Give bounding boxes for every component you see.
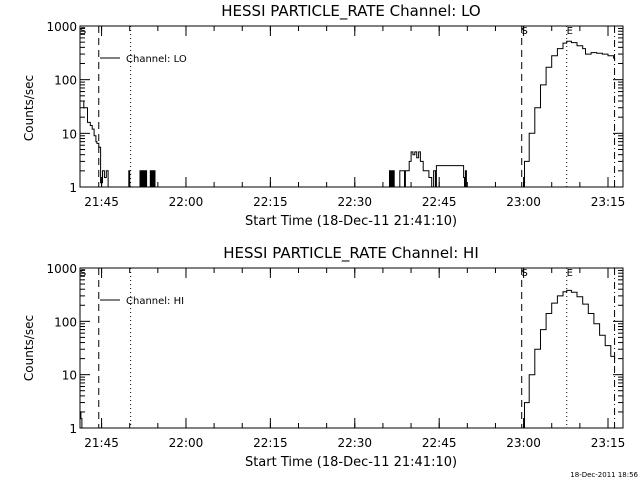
y-tick-label-hi: 100 [54, 315, 77, 329]
chart-title-hi: HESSI PARTICLE_RATE Channel: HI [223, 244, 479, 263]
event-marker-label-lo: E [567, 26, 573, 37]
x-tick-label-lo: 22:00 [169, 195, 204, 209]
plot-frame-hi [79, 267, 624, 429]
y-tick-label-hi: 1 [69, 422, 77, 436]
y-tick-label-lo: 10 [62, 127, 77, 141]
plot-area-lo: 1 10 100 1000 21:45 22:00 22:15 22:30 22:45 23:00… [46, 20, 625, 209]
x-tick-label-hi: 21:45 [84, 436, 119, 450]
legend-label-lo: Channel: LO [126, 54, 187, 65]
x-tick-label-hi: 22:45 [422, 436, 457, 450]
event-marker-label-hi: S [522, 268, 528, 279]
timestamp-footer: 18-Dec-2011 18:56 [570, 471, 638, 479]
panel-lo: HESSI PARTICLE_RATE Channel: LO Counts/s… [22, 2, 625, 229]
series-line-lo [80, 40, 616, 188]
legend-label-hi: Channel: HI [126, 296, 184, 307]
panel-hi: HESSI PARTICLE_RATE Channel: HI Counts/s… [22, 244, 625, 470]
x-tick-label-hi: 22:15 [253, 436, 288, 450]
plot-frame-lo [79, 25, 624, 188]
event-marker-label-lo: S [80, 26, 86, 37]
x-axis-label-lo: Start Time (18-Dec-11 21:41:10) [245, 214, 457, 229]
chart-title-lo: HESSI PARTICLE_RATE Channel: LO [221, 2, 480, 21]
event-marker-label-hi: S [80, 268, 86, 279]
y-tick-label-hi: 1000 [46, 262, 77, 276]
event-marker-label-hi: E [567, 268, 573, 279]
y-tick-label-lo: 1000 [46, 20, 77, 34]
x-tick-label-lo: 23:15 [591, 195, 626, 209]
x-tick-label-lo: 22:30 [337, 195, 372, 209]
x-tick-label-hi: 23:00 [506, 436, 541, 450]
x-tick-label-lo: 22:15 [253, 195, 288, 209]
y-tick-label-lo: 100 [54, 74, 77, 88]
y-tick-label-lo: 1 [69, 181, 77, 195]
x-tick-label-hi: 22:30 [337, 436, 372, 450]
x-tick-label-hi: 22:00 [169, 436, 204, 450]
x-tick-label-lo: 23:00 [506, 195, 541, 209]
x-tick-label-hi: 23:15 [591, 436, 626, 450]
plot-area-hi: 1 10 100 1000 21:45 22:00 22:15 22:30 22:45 23:00… [46, 262, 625, 450]
x-tick-label-lo: 22:45 [422, 195, 457, 209]
y-axis-label-hi: Counts/sec [22, 315, 36, 381]
y-tick-label-hi: 10 [62, 369, 77, 383]
y-axis-label-lo: Counts/sec [22, 75, 36, 141]
series-line-hi [80, 289, 616, 429]
x-tick-label-lo: 21:45 [84, 195, 119, 209]
x-axis-label-hi: Start Time (18-Dec-11 21:41:10) [245, 455, 457, 470]
event-marker-label-lo: S [522, 26, 528, 37]
